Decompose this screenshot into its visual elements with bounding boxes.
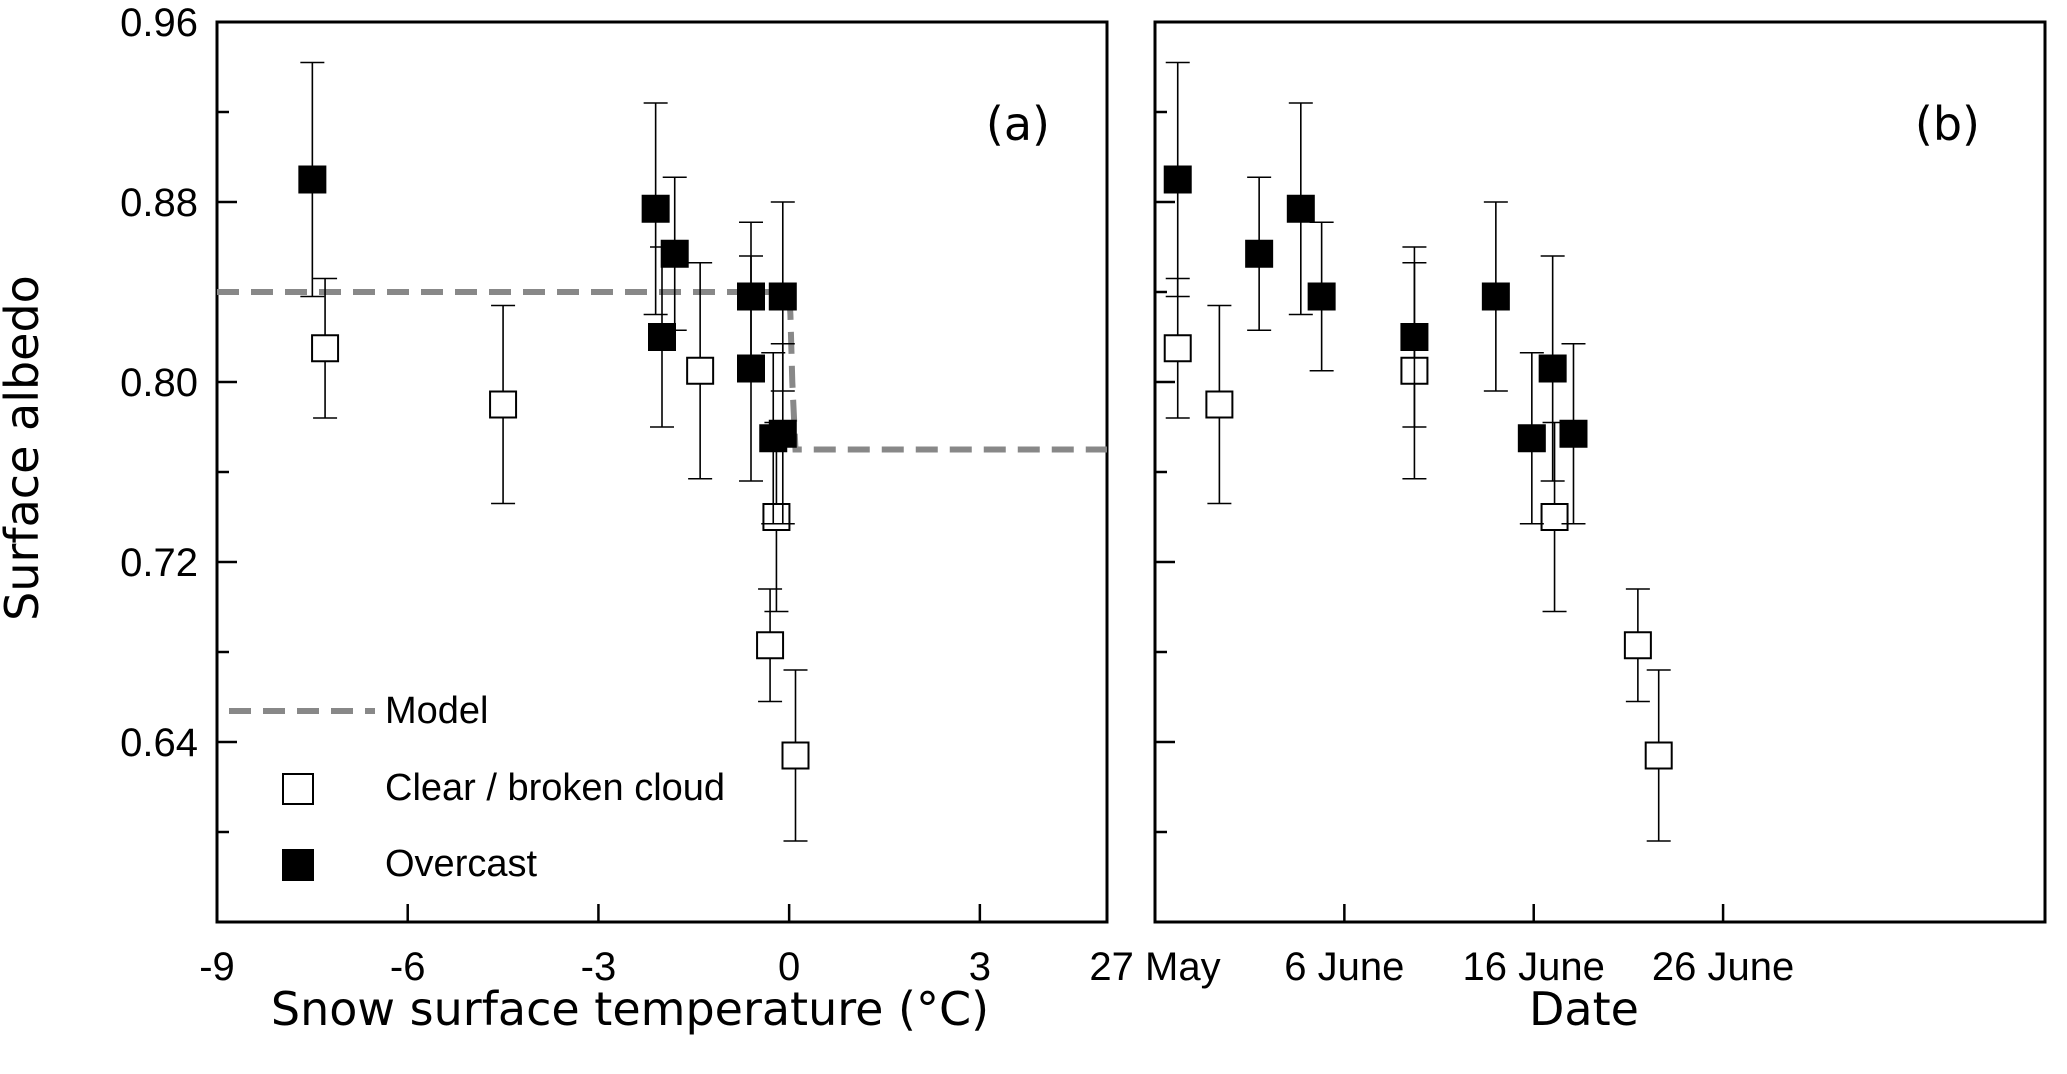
overcast-point [1517, 351, 1546, 525]
overcast-point [1559, 342, 1588, 525]
clear-point [1644, 669, 1673, 842]
overcast-point [641, 102, 670, 316]
clear-point [781, 669, 810, 842]
overcast-point [1400, 246, 1429, 428]
y-tick-label: 0.88 [120, 181, 198, 225]
y-tick-label: 0.80 [120, 361, 198, 405]
overcast-marker [1538, 354, 1567, 383]
overcast-marker [1163, 165, 1192, 194]
clear-marker [762, 503, 791, 531]
model-line [217, 289, 1107, 453]
overcast-marker [1400, 323, 1429, 351]
clear-marker [1540, 503, 1569, 531]
x-tick-label: 3 [969, 945, 991, 989]
clear-point [1163, 277, 1192, 419]
clear-point [1540, 421, 1569, 613]
clear-marker [781, 741, 810, 770]
overcast-point [1286, 102, 1315, 316]
x-tick-label: 27 May [1089, 945, 1220, 989]
panel-a-x-axis-title: Snow surface temperature (°C) [271, 982, 989, 1036]
clear-marker [1163, 334, 1192, 363]
y-axis-title: Surface albedo [0, 275, 49, 621]
overcast-point [737, 255, 765, 482]
overcast-point [1245, 176, 1274, 332]
clear-marker [1623, 631, 1652, 660]
x-tick-label: 6 June [1284, 945, 1404, 989]
overcast-marker [1245, 239, 1274, 268]
y-tick-label: 0.72 [120, 541, 198, 585]
overcast-point [768, 342, 797, 525]
panel-a-data-points [298, 61, 810, 842]
clear-marker [686, 356, 715, 385]
legend-overcast-swatch [282, 849, 314, 881]
clear-marker [489, 390, 518, 419]
panel-a: -9 -6 -3 0 3 (a) Snow surface temperature (°… [199, 20, 1109, 1036]
clear-marker [1644, 741, 1673, 770]
x-tick-label: 16 June [1463, 945, 1605, 989]
clear-point [489, 304, 518, 505]
overcast-marker [1517, 424, 1546, 453]
clear-point [762, 421, 791, 613]
panel-b-frame [1153, 20, 2047, 924]
overcast-marker [768, 282, 797, 311]
clear-marker [311, 334, 340, 363]
x-tick-label: -6 [390, 945, 426, 989]
clear-point [686, 261, 715, 480]
overcast-point [1538, 255, 1567, 482]
overcast-marker [768, 419, 797, 448]
clear-marker [756, 631, 785, 660]
overcast-marker [641, 194, 670, 223]
legend-clear-swatch [282, 773, 314, 805]
x-tick-label: -3 [581, 945, 617, 989]
panel-b-x-axis-title: Date [1529, 982, 1639, 1036]
overcast-point [768, 201, 797, 392]
overcast-marker [298, 165, 327, 194]
clear-point [311, 277, 340, 419]
overcast-point [1163, 61, 1192, 298]
overcast-point [298, 61, 327, 298]
overcast-point [1481, 201, 1510, 392]
panel-b-label: (b) [1915, 97, 1980, 151]
overcast-point [648, 246, 676, 428]
overcast-marker [1481, 282, 1510, 311]
y-tick-labels: 0.64 0.72 0.80 0.88 0.96 [120, 1, 198, 765]
overcast-marker [660, 239, 689, 268]
x-tick-label: -9 [199, 945, 235, 989]
overcast-point [1307, 221, 1336, 372]
overcast-marker [1559, 419, 1588, 448]
clear-point [1623, 588, 1652, 703]
overcast-marker [1307, 282, 1336, 311]
legend-model-label: Model [385, 690, 489, 732]
clear-point [756, 588, 785, 703]
legend-clear-label: Clear / broken cloud [385, 767, 725, 809]
legend: Model Clear / broken cloud Overcast [229, 690, 725, 885]
overcast-marker [737, 354, 765, 383]
panel-b-data-points [1163, 61, 1673, 842]
panel-b: 27 May 6 June 16 June 26 June (b) Date [1089, 20, 2047, 1036]
clear-point [1205, 304, 1234, 505]
y-tick-label: 0.64 [120, 721, 198, 765]
model-line-group [217, 289, 1107, 453]
panel-b-x-tick-labels: 27 May 6 June 16 June 26 June [1089, 945, 1794, 989]
panel-a-x-tick-labels: -9 -6 -3 0 3 [199, 945, 991, 989]
clear-marker [1205, 390, 1234, 419]
overcast-marker [648, 323, 676, 351]
overcast-marker [1286, 194, 1315, 223]
panel-a-label: (a) [986, 97, 1050, 151]
panel-b-ticks [1155, 20, 1725, 924]
panel-a-ticks [217, 20, 982, 924]
x-tick-label: 26 June [1652, 945, 1794, 989]
legend-overcast-label: Overcast [385, 843, 537, 885]
y-tick-label: 0.96 [120, 1, 198, 45]
x-tick-label: 0 [778, 945, 800, 989]
